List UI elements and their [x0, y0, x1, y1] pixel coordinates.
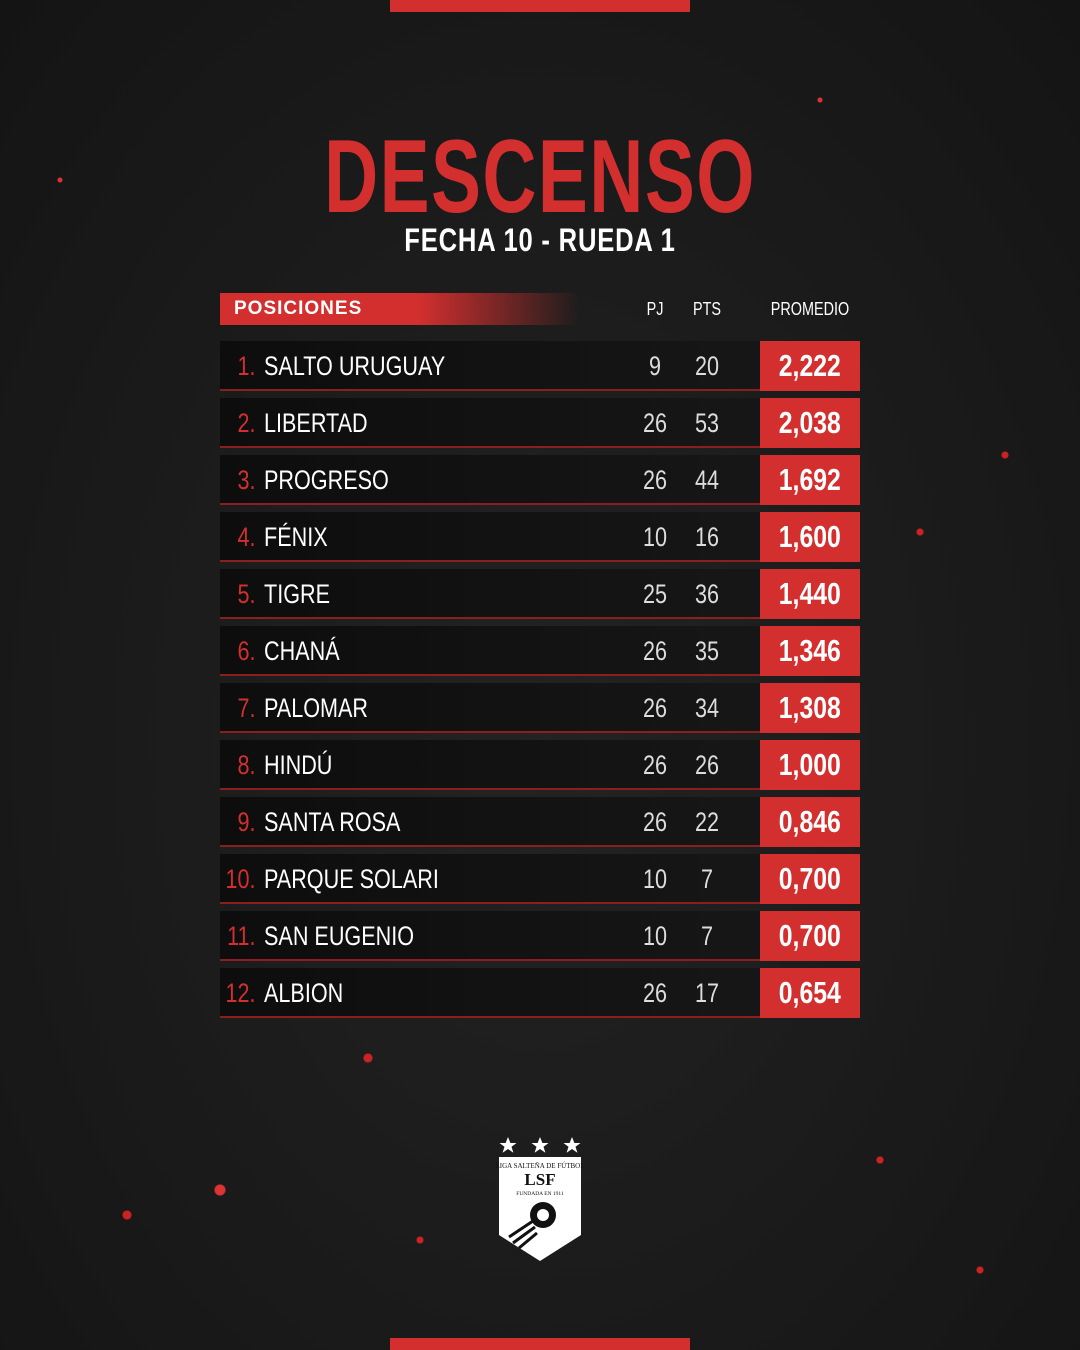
- team-name: CHANÁ: [264, 636, 340, 666]
- table-header: POSICIONES PJ PTS PROMEDIO: [220, 293, 860, 325]
- games-played: 10: [642, 921, 668, 951]
- table-row: 3. PROGRESO 26 44 1,692: [220, 455, 860, 505]
- points: 36: [694, 579, 720, 609]
- average: 1,440: [778, 576, 842, 611]
- table-row: 8. HINDÚ 26 26 1,000: [220, 740, 860, 790]
- games-played: 26: [642, 465, 668, 495]
- table-row: 4. FÉNIX 10 16 1,600: [220, 512, 860, 562]
- header-cell: POSICIONES: [220, 293, 580, 325]
- position: 2.: [237, 408, 256, 438]
- header-cell: PJ: [646, 299, 664, 319]
- average: 0,654: [778, 975, 842, 1010]
- average: 1,000: [778, 747, 842, 782]
- games-played: 10: [642, 522, 668, 552]
- table-row: 5. TIGRE 25 36 1,440: [220, 569, 860, 619]
- average: 2,222: [778, 348, 842, 383]
- team-name: ALBION: [264, 978, 344, 1008]
- points: 7: [700, 921, 714, 951]
- position: 8.: [237, 750, 256, 780]
- table-row: 2. LIBERTAD 26 53 2,038: [220, 398, 860, 448]
- position: 9.: [237, 807, 256, 837]
- average-box: 1,600: [760, 512, 860, 562]
- team-name: SANTA ROSA: [264, 807, 401, 837]
- points: 44: [694, 465, 720, 495]
- average: 2,038: [778, 405, 842, 440]
- league-logo: LIGA SALTEÑA DE FÚTBOL LSF FUNDADA EN 19…: [496, 1137, 585, 1261]
- header-cell: PROMEDIO: [770, 299, 850, 319]
- games-played: 9: [648, 351, 662, 381]
- points: 34: [694, 693, 720, 723]
- average: 1,346: [778, 633, 842, 668]
- games-played: 26: [642, 978, 668, 1008]
- average: 1,308: [778, 690, 842, 725]
- logo-initials: LSF: [524, 1170, 555, 1189]
- points: 26: [694, 750, 720, 780]
- logo-founded: FUNDADA EN 1911: [516, 1191, 564, 1197]
- position: 10.: [225, 864, 256, 894]
- average: 0,846: [778, 804, 842, 839]
- table-row: 7. PALOMAR 26 34 1,308: [220, 683, 860, 733]
- points: 35: [694, 636, 720, 666]
- average: 1,600: [778, 519, 842, 554]
- games-played: 26: [642, 408, 668, 438]
- subtitle: FECHA 10 - RUEDA 1: [404, 222, 676, 258]
- average: 0,700: [778, 918, 842, 953]
- average-box: 1,692: [760, 455, 860, 505]
- games-played: 10: [642, 864, 668, 894]
- points: 16: [694, 522, 720, 552]
- points: 20: [694, 351, 720, 381]
- team-name: HINDÚ: [264, 750, 333, 780]
- average-box: 0,846: [760, 797, 860, 847]
- position: 4.: [237, 522, 256, 552]
- table-row: 1. SALTO URUGUAY 9 20 2,222: [220, 341, 860, 391]
- table-row: 12. ALBION 26 17 0,654: [220, 968, 860, 1018]
- points: 22: [694, 807, 720, 837]
- points: 53: [694, 408, 720, 438]
- position: 3.: [237, 465, 256, 495]
- top-bar: [390, 0, 690, 12]
- position: 7.: [237, 693, 256, 723]
- table-row: 10. PARQUE SOLARI 10 7 0,700: [220, 854, 860, 904]
- points: 7: [700, 864, 714, 894]
- logo-league: LIGA SALTEÑA DE FÚTBOL: [496, 1162, 585, 1170]
- header-cell: PTS: [692, 299, 721, 319]
- team-name: SALTO URUGUAY: [264, 351, 446, 381]
- table-row: 6. CHANÁ 26 35 1,346: [220, 626, 860, 676]
- games-played: 26: [642, 807, 668, 837]
- table-row: 9. SANTA ROSA 26 22 0,846: [220, 797, 860, 847]
- average-box: 2,222: [760, 341, 860, 391]
- team-name: PROGRESO: [264, 465, 389, 495]
- position: 11.: [227, 921, 256, 951]
- team-name: SAN EUGENIO: [264, 921, 415, 951]
- average: 1,692: [778, 462, 842, 497]
- team-name: LIBERTAD: [264, 408, 368, 438]
- team-name: PALOMAR: [264, 693, 369, 723]
- average-box: 0,654: [760, 968, 860, 1018]
- title: DESCENSO: [324, 119, 756, 235]
- bottom-bar: [390, 1338, 690, 1350]
- position: 12.: [225, 978, 256, 1008]
- position: 5.: [237, 579, 256, 609]
- position: 6.: [237, 636, 256, 666]
- average-box: 2,038: [760, 398, 860, 448]
- games-played: 26: [642, 693, 668, 723]
- average-box: 1,440: [760, 569, 860, 619]
- average-box: 1,346: [760, 626, 860, 676]
- team-name: FÉNIX: [264, 522, 328, 552]
- games-played: 26: [642, 750, 668, 780]
- team-name: TIGRE: [264, 579, 331, 609]
- games-played: 26: [642, 636, 668, 666]
- average: 0,700: [778, 861, 842, 896]
- games-played: 25: [642, 579, 668, 609]
- position: 1.: [237, 351, 256, 381]
- average-box: 0,700: [760, 911, 860, 961]
- average-box: 0,700: [760, 854, 860, 904]
- table-row: 11. SAN EUGENIO 10 7 0,700: [220, 911, 860, 961]
- average-box: 1,308: [760, 683, 860, 733]
- team-name: PARQUE SOLARI: [264, 864, 439, 894]
- average-box: 1,000: [760, 740, 860, 790]
- points: 17: [694, 978, 720, 1008]
